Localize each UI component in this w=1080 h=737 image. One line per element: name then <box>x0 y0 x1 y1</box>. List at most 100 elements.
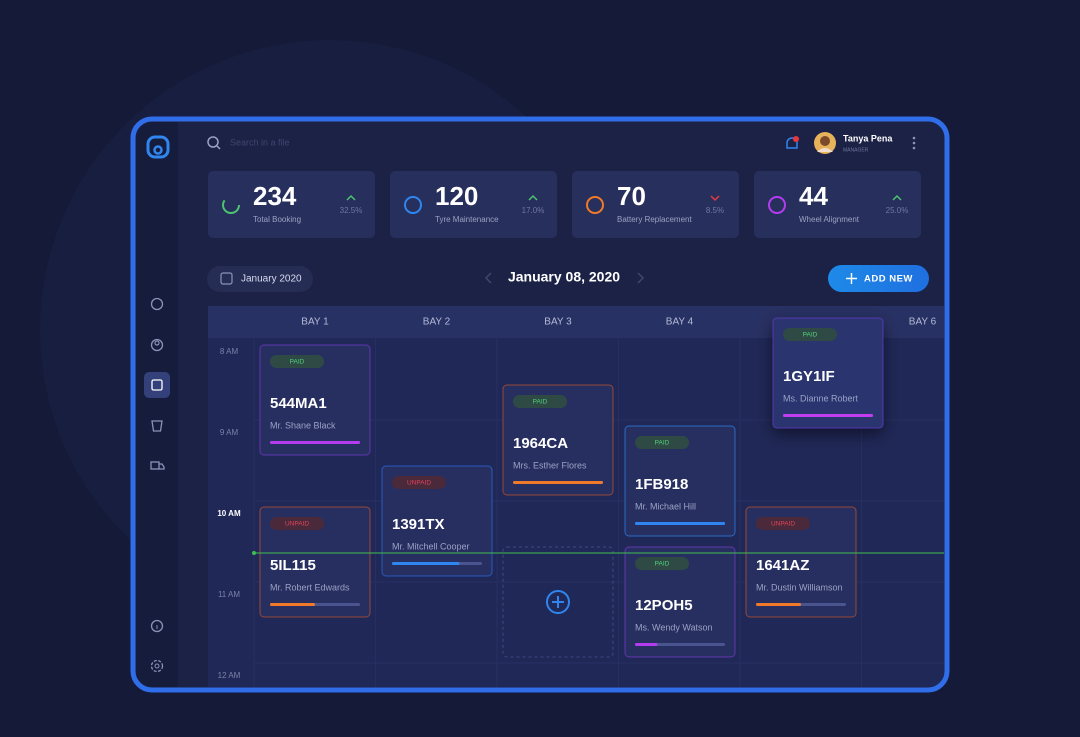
card-bg <box>502 384 614 496</box>
customer-name: Mr. Michael Hill <box>635 501 696 511</box>
customer-name: Mr. Dustin Williamson <box>756 582 843 592</box>
stat-card-bg <box>754 171 921 238</box>
customer-name: Ms. Wendy Watson <box>635 622 713 632</box>
status-badge <box>756 517 810 530</box>
time-label: 10 AM <box>217 509 241 518</box>
bay-label: BAY 4 <box>666 317 694 328</box>
plate-number: 12POH5 <box>635 597 693 614</box>
nav-customers[interactable] <box>150 338 164 352</box>
card-bg <box>259 506 371 618</box>
stat-value: 120 <box>435 181 478 211</box>
app: Search in a file Tanya Pena MANAGER Janu… <box>136 122 944 687</box>
add-new-button[interactable] <box>828 265 929 292</box>
slot-outline <box>502 546 614 658</box>
stat-value: 44 <box>799 181 828 211</box>
trend-arrow <box>892 194 902 201</box>
bay-label: BAY 2 <box>423 317 451 328</box>
stat-change: 8.5% <box>706 206 724 215</box>
status-label: PAID <box>655 440 670 447</box>
nav-info[interactable] <box>150 619 164 633</box>
progress-bar <box>270 603 315 606</box>
nav-inventory[interactable] <box>151 420 163 432</box>
stat-change: 25.0% <box>886 206 909 215</box>
stat-label: Total Booking <box>253 215 301 224</box>
next-day[interactable] <box>637 272 645 284</box>
nav-delivery[interactable] <box>150 461 165 470</box>
stat-card: 44 Wheel Alignment 25.0% <box>754 171 921 238</box>
booking-card[interactable]: UNPAID 1641AZ Mr. Dustin Williamson <box>745 506 857 618</box>
trend-arrow <box>346 194 356 201</box>
status-badge <box>392 476 446 489</box>
more-menu[interactable] <box>912 136 916 150</box>
search-icon[interactable] <box>207 136 221 150</box>
search-input[interactable]: Search in a file <box>230 137 290 147</box>
stat-label: Tyre Maintenance <box>435 215 499 224</box>
card-bg <box>745 506 857 618</box>
customer-name: Mr. Robert Edwards <box>270 582 350 592</box>
empty-slot[interactable] <box>502 546 614 658</box>
sidebar <box>136 122 178 687</box>
stat-icon <box>768 196 786 214</box>
slot-plus <box>552 596 564 608</box>
logo <box>146 135 170 159</box>
stat-card: 234 Total Booking 32.5% <box>208 171 375 238</box>
trend-arrow <box>528 194 538 201</box>
status-badge <box>635 436 689 449</box>
progress-bar <box>635 522 725 525</box>
plate-number: 5IL115 <box>270 557 316 574</box>
progress-track <box>635 643 725 646</box>
plate-number: 1391TX <box>392 516 445 533</box>
nav-reports[interactable] <box>150 297 164 311</box>
booking-card[interactable]: PAID 544MA1 Mr. Shane Black <box>259 344 371 456</box>
card-bg <box>381 465 493 577</box>
status-label: PAID <box>533 399 548 406</box>
stat-icon <box>222 196 240 214</box>
status-badge <box>783 328 837 341</box>
notification-bell[interactable] <box>786 136 799 149</box>
bay-label: BAY 3 <box>544 317 572 328</box>
stat-change: 32.5% <box>340 206 363 215</box>
booking-card[interactable]: PAID 12POH5 Ms. Wendy Watson <box>624 546 736 658</box>
status-label: UNPAID <box>771 521 795 528</box>
date-filter[interactable] <box>207 266 313 292</box>
status-label: PAID <box>655 561 670 568</box>
bay-label: BAY 6 <box>909 317 937 328</box>
booking-card[interactable]: PAID 1964CA Mrs. Esther Flores <box>502 384 614 496</box>
progress-bar <box>270 441 360 444</box>
status-badge <box>270 517 324 530</box>
booking-card[interactable]: UNPAID 1391TX Mr. Mitchell Cooper <box>381 465 493 577</box>
card-bg <box>624 425 736 537</box>
plate-number: 1GY1IF <box>783 368 835 385</box>
stat-label: Battery Replacement <box>617 215 692 224</box>
card-bg <box>772 317 884 429</box>
status-label: PAID <box>290 359 305 366</box>
customer-name: Mrs. Esther Flores <box>513 460 587 470</box>
current-time-dot <box>252 551 256 555</box>
stat-card-bg <box>208 171 375 238</box>
stat-icon <box>586 196 604 214</box>
stat-card-bg <box>390 171 557 238</box>
stat-label: Wheel Alignment <box>799 215 860 224</box>
nav-settings[interactable] <box>150 659 164 673</box>
status-label: PAID <box>803 332 818 339</box>
booking-card[interactable]: UNPAID 5IL115 Mr. Robert Edwards <box>259 506 371 618</box>
plate-number: 1964CA <box>513 435 568 452</box>
user-name: Tanya Pena <box>843 133 893 143</box>
avatar[interactable] <box>814 132 836 154</box>
plate-number: 544MA1 <box>270 395 327 412</box>
status-label: UNPAID <box>407 480 431 487</box>
prev-day[interactable] <box>484 272 492 284</box>
customer-name: Ms. Dianne Robert <box>783 393 859 403</box>
progress-bar <box>635 643 658 646</box>
bookings: PAID 544MA1 Mr. Shane Black UNPAID 1391TX Mr.… <box>259 317 884 658</box>
stat-card: 120 Tyre Maintenance 17.0% <box>390 171 557 238</box>
booking-card[interactable]: PAID 1FB918 Mr. Michael Hill <box>624 425 736 537</box>
stat-icon <box>404 196 422 214</box>
nav-calendar[interactable] <box>144 372 170 398</box>
progress-bar <box>513 481 603 484</box>
booking-card[interactable]: PAID 1GY1IF Ms. Dianne Robert <box>772 317 884 429</box>
bay-label: BAY 1 <box>301 317 329 328</box>
plate-number: 1641AZ <box>756 557 809 574</box>
time-label: 9 AM <box>220 428 239 437</box>
